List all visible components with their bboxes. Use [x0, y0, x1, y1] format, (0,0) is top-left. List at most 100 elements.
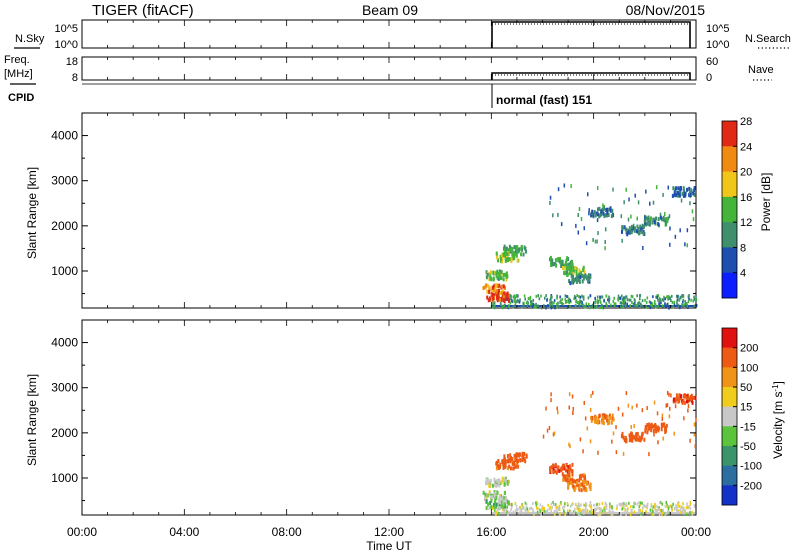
- blob-cell: [493, 504, 496, 509]
- scatter-cell: [672, 502, 674, 506]
- echo-cell: [631, 405, 633, 410]
- nave-tick-high: 60: [706, 56, 718, 68]
- scatter-cell: [578, 513, 580, 517]
- blob-cell: [507, 500, 510, 505]
- scatter-cell: [649, 304, 652, 308]
- scatter-cell: [535, 506, 538, 510]
- blob-cell: [496, 293, 499, 298]
- blob-cell: [502, 465, 505, 470]
- scatter-cell: [609, 303, 612, 307]
- scatter-cell: [683, 511, 685, 515]
- scatter-cell: [660, 508, 663, 512]
- colorbar-tick-label: 200: [740, 343, 758, 355]
- scatter-cell: [541, 504, 544, 508]
- scatter-cell: [664, 504, 667, 508]
- blob-cell: [572, 274, 575, 279]
- scatter-cell: [678, 297, 681, 301]
- scatter-cell: [537, 294, 540, 298]
- blob-cell: [507, 458, 510, 463]
- scatter-cell: [619, 305, 622, 309]
- echo-cell: [577, 213, 579, 218]
- scatter-cell: [662, 298, 665, 302]
- scatter-cell: [620, 294, 623, 298]
- blob-cell: [502, 458, 505, 463]
- velocity-data: [482, 390, 697, 517]
- blob-cell: [682, 193, 685, 198]
- scatter-cell: [492, 302, 494, 306]
- colorbar-segment: [722, 121, 737, 147]
- blob-cell: [486, 289, 489, 294]
- echo-cell: [557, 187, 560, 192]
- colorbar-frame: [721, 120, 738, 299]
- scatter-cell: [588, 504, 591, 508]
- blob-cell: [683, 393, 686, 398]
- y-tick-label: 4000: [51, 129, 78, 143]
- blob-cell: [653, 220, 656, 225]
- scatter-cell: [577, 508, 580, 512]
- scatter-cell: [673, 303, 676, 307]
- blob-cell: [632, 226, 635, 231]
- blob-cell: [487, 285, 490, 290]
- scatter-cell: [682, 502, 684, 506]
- echo-cell: [545, 406, 547, 411]
- blob-cell: [488, 296, 491, 301]
- echo-cell: [556, 406, 558, 411]
- scatter-cell: [665, 512, 667, 516]
- colorbar-tick-label: 12: [740, 217, 752, 229]
- blob-cell: [612, 417, 615, 422]
- time-tick-label: 00:00: [67, 525, 97, 539]
- blob-cell: [568, 473, 571, 478]
- echo-cell: [655, 185, 658, 190]
- blob-cell: [657, 425, 660, 430]
- nsearch-label: N.Search: [745, 33, 791, 45]
- blob-cell: [509, 458, 512, 463]
- blob-cell: [503, 299, 506, 304]
- blob-cell: [621, 431, 624, 436]
- scatter-cell: [540, 513, 542, 517]
- scatter-cell: [578, 295, 580, 299]
- blob-cell: [637, 226, 640, 231]
- blob-cell: [569, 478, 572, 483]
- scatter-cell: [550, 295, 552, 299]
- colorbar-tick-label: 28: [740, 116, 752, 128]
- blob-cell: [675, 397, 678, 402]
- blob-cell: [513, 256, 516, 261]
- scatter-cell: [630, 509, 633, 513]
- scatter-cell: [594, 300, 597, 304]
- scatter-cell: [516, 294, 519, 298]
- blob-cell: [609, 416, 612, 421]
- scatter-cell: [644, 504, 646, 508]
- echo-cell: [686, 243, 689, 248]
- blob-cell: [514, 249, 517, 254]
- scatter-cell: [566, 294, 568, 298]
- scatter-cell: [623, 502, 625, 506]
- blob-cell: [598, 213, 601, 218]
- echo-cell: [550, 392, 552, 397]
- colorbar-tick-label: -200: [740, 480, 762, 492]
- scatter-cell: [650, 503, 653, 507]
- scatter-cell: [688, 297, 690, 301]
- blob-cell: [504, 257, 507, 262]
- scatter-cell: [693, 304, 696, 308]
- blob-cell: [644, 215, 647, 220]
- blob-cell: [488, 277, 491, 282]
- blob-cell: [507, 256, 510, 261]
- blob-cell: [647, 215, 650, 220]
- blob-cell: [501, 259, 504, 264]
- scatter-cell: [646, 506, 648, 510]
- blob-cell: [571, 468, 574, 473]
- scatter-cell: [514, 302, 517, 306]
- scatter-cell: [526, 507, 529, 511]
- scatter-cell: [693, 298, 696, 302]
- blob-cell: [568, 476, 571, 481]
- scatter-cell: [589, 501, 592, 505]
- echo-cell: [667, 185, 670, 190]
- blob-cell: [590, 213, 593, 218]
- scatter-cell: [598, 512, 600, 516]
- blob-cell: [645, 216, 648, 221]
- scatter-cell: [695, 295, 697, 299]
- blob-cell: [636, 431, 639, 436]
- blob-cell: [503, 502, 506, 507]
- scatter-cell: [580, 300, 582, 304]
